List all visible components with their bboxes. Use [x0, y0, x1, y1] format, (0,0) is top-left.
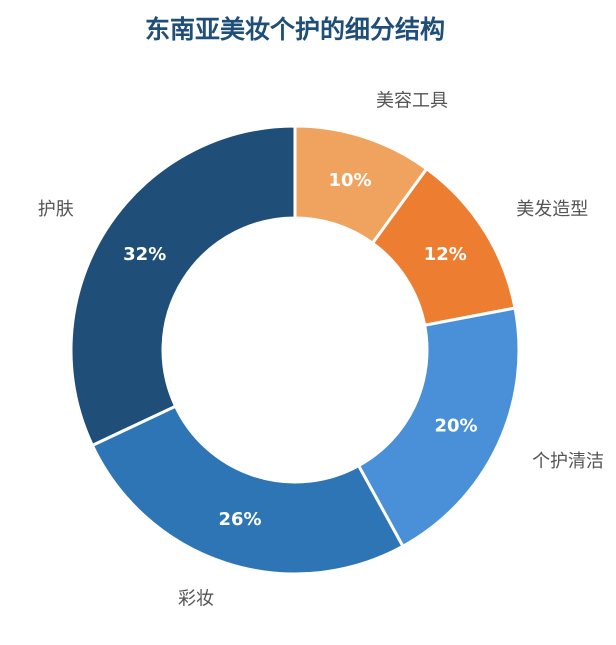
category-label: 美发造型	[516, 199, 588, 220]
category-label: 护肤	[38, 199, 74, 220]
category-label: 彩妆	[178, 589, 214, 610]
chart-title: 东南亚美妆个护的细分结构	[144, 15, 445, 44]
slice-value-label: 12%	[424, 244, 467, 265]
donut-slice	[356, 306, 521, 549]
slice-value-label: 20%	[435, 415, 478, 436]
donut-slice	[69, 124, 297, 448]
slice-value-label: 26%	[218, 509, 261, 530]
category-label: 个护清洁	[532, 451, 604, 472]
category-label: 美容工具	[376, 90, 448, 111]
slice-value-label: 32%	[123, 244, 166, 265]
slice-value-label: 10%	[328, 170, 371, 191]
donut-slice	[90, 404, 405, 576]
